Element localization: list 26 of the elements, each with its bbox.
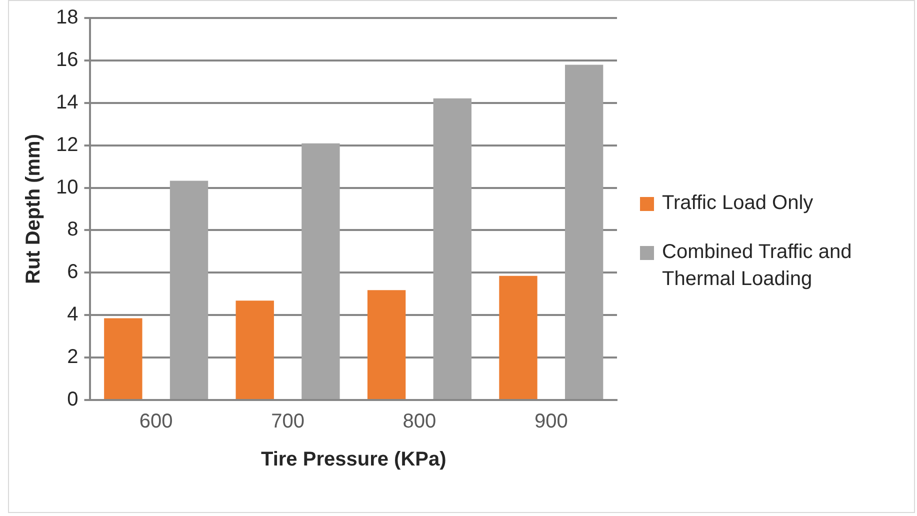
y-tick-label: 16 <box>56 48 78 71</box>
y-tick-label: 8 <box>67 218 78 241</box>
y-tick-label: 6 <box>67 261 78 284</box>
bar <box>170 180 208 399</box>
x-axis-title: Tire Pressure (KPa) <box>260 448 446 471</box>
bar <box>564 64 604 399</box>
y-tick-label: 12 <box>56 134 78 156</box>
bar <box>433 98 472 399</box>
y-tick-label: 18 <box>56 6 78 29</box>
x-tick-label: 900 <box>534 410 568 433</box>
y-tick-label: 2 <box>67 346 78 368</box>
bar <box>104 318 142 399</box>
bar <box>236 300 274 399</box>
legend-label: Combined Traffic and Thermal Loading <box>662 240 853 292</box>
y-tick-label: 0 <box>67 388 78 411</box>
x-tick-label: 800 <box>402 410 436 433</box>
bar <box>367 290 406 399</box>
bar <box>302 143 340 399</box>
x-tick-label: 700 <box>271 410 304 433</box>
x-tick-label: 600 <box>139 410 173 433</box>
bar <box>499 276 538 399</box>
legend-label: Traffic Load Only <box>662 191 814 216</box>
y-tick-label: 14 <box>56 91 78 114</box>
y-tick-label: 10 <box>56 176 78 198</box>
y-axis-title: Rut Depth (mm) <box>22 134 45 284</box>
y-tick-label: 4 <box>67 304 78 326</box>
